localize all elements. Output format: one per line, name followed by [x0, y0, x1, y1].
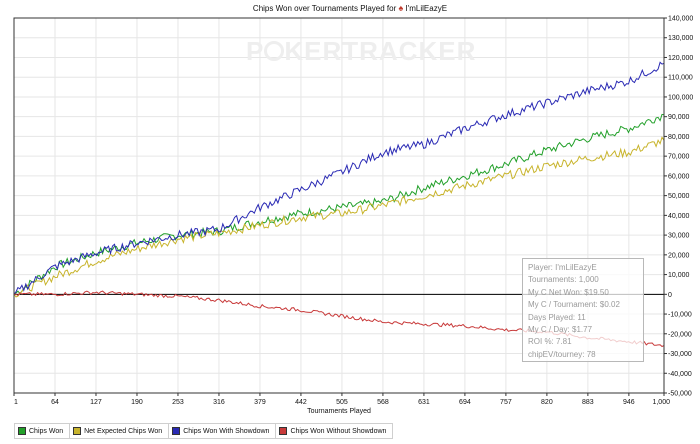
y-tick-label: 90,000: [668, 114, 690, 121]
y-tick-label: 100,000: [668, 94, 693, 101]
y-tick-label: 10,000: [668, 272, 690, 279]
stats-line: ROI %: 7.81: [528, 337, 572, 347]
x-tick-label: 1,000: [652, 399, 670, 406]
x-tick-label: 505: [336, 399, 348, 406]
y-tick-label: 50,000: [668, 193, 690, 200]
chart-title-text: Chips Won over Tournaments Played for: [252, 4, 397, 13]
x-tick-label: 442: [295, 399, 307, 406]
legend-label: Chips Won: [29, 427, 64, 435]
y-tick-label: 30,000: [668, 233, 690, 240]
x-tick-label: 379: [254, 399, 266, 406]
x-tick-label: 127: [90, 399, 102, 406]
stats-line: chipEV/tourney: 78: [528, 349, 596, 359]
y-tick-label: -50,000: [668, 391, 692, 398]
x-tick-label: 694: [459, 399, 471, 406]
legend-item[interactable]: Chips Won: [15, 424, 71, 438]
legend-item[interactable]: Chips Won Without Showdown: [276, 424, 392, 438]
watermark-letters: P: [246, 36, 265, 66]
y-tick-label: -10,000: [668, 312, 692, 319]
legend-swatch: [172, 427, 181, 435]
legend-swatch: [18, 427, 26, 435]
watermark-logo: P KERTRACKER: [246, 36, 476, 67]
y-tick-label: 120,000: [668, 55, 693, 62]
x-tick-label: 64: [51, 399, 59, 406]
watermark-letters: KERTRACKER: [284, 36, 477, 66]
y-tick-label: 0: [668, 292, 672, 299]
player-name: I'mLilEazyE: [405, 4, 448, 13]
y-tick-label: -40,000: [668, 371, 692, 378]
y-tick-label: 140,000: [668, 16, 693, 23]
y-tick-label: -30,000: [668, 351, 692, 358]
stats-line: My C / Day: $1.77: [528, 324, 593, 334]
stats-panel: Player: I'mLilEazyE Tournaments: 1,000 My …: [522, 258, 644, 362]
x-tick-label: 883: [582, 399, 594, 406]
legend-label: Chips Won With Showdown: [183, 427, 270, 435]
y-tick-label: -20,000: [668, 331, 692, 338]
watermark-chip-icon: [264, 41, 285, 61]
chart-title: Chips Won over Tournaments Played for ♠ …: [0, 3, 700, 13]
series-line-1: [13, 113, 665, 295]
x-tick-label: 1: [14, 399, 18, 406]
legend: Chips Won Net Expected Chips Won Chips Won…: [14, 423, 394, 439]
y-tick-label: 70,000: [668, 154, 690, 161]
series-line-3: [13, 61, 665, 295]
series-line-2: [13, 136, 665, 298]
x-tick-label: 820: [541, 399, 553, 406]
legend-item[interactable]: Net Expected Chips Won: [70, 424, 170, 438]
x-tick-label: 757: [500, 399, 512, 406]
x-tick-label: 190: [131, 399, 143, 406]
stats-line: Player: I'mLilEazyE: [528, 263, 597, 272]
x-tick-label: 253: [172, 399, 184, 406]
x-tick-label: 568: [377, 399, 389, 406]
spade-icon: ♠: [398, 3, 404, 13]
stats-line: Tournaments: 1,000: [528, 275, 599, 285]
y-tick-label: 130,000: [668, 35, 693, 42]
legend-swatch: [73, 427, 82, 435]
legend-item[interactable]: Chips Won With Showdown: [169, 424, 277, 438]
x-axis-label: Tournaments Played: [307, 408, 371, 415]
legend-label: Net Expected Chips Won: [84, 427, 163, 435]
stats-line: My C / Tournament: $0.02: [528, 300, 620, 310]
stats-line: Days Played: 11: [528, 312, 586, 322]
legend-label: Chips Won Without Showdown: [290, 427, 387, 435]
x-tick-label: 316: [213, 399, 225, 406]
y-tick-label: 110,000: [668, 75, 693, 82]
y-tick-label: 60,000: [668, 173, 690, 180]
stats-line: My C Net Won: $19.50: [528, 287, 609, 297]
y-tick-label: 40,000: [668, 213, 690, 220]
x-tick-label: 631: [418, 399, 430, 406]
legend-swatch: [279, 427, 288, 435]
y-tick-label: 20,000: [668, 252, 690, 259]
y-tick-label: 80,000: [668, 134, 690, 141]
x-tick-label: 946: [623, 399, 635, 406]
plot-border: [13, 17, 665, 394]
